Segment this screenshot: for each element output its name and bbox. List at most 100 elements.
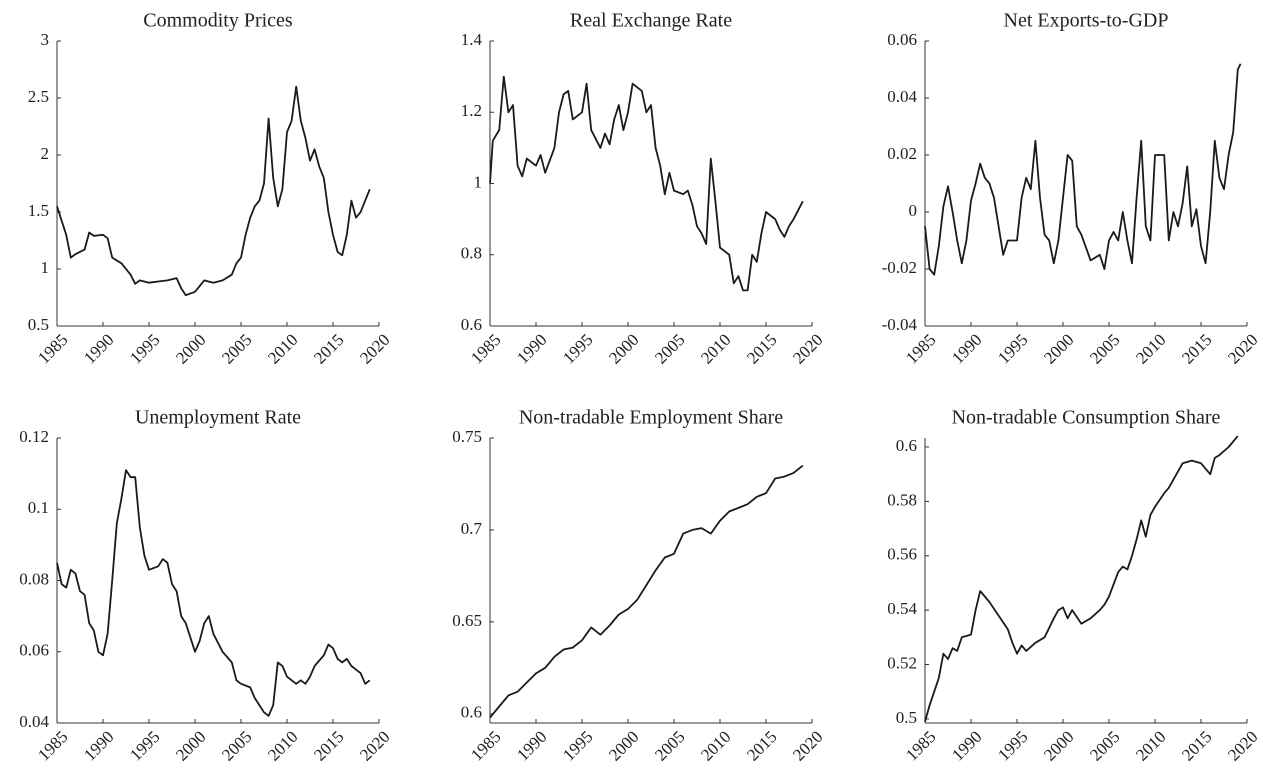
x-tick-label: 1990: [80, 727, 117, 764]
panel: Real Exchange Rate 0.6 0.8 1 1.2 1.4 1985 1990 1…: [461, 10, 827, 368]
y-tick-label: 0.06: [887, 30, 917, 49]
x-tick-label: 2005: [651, 330, 688, 367]
y-tick-label: 1.5: [28, 201, 49, 220]
y-tick-label: 0.5: [28, 315, 49, 334]
x-tick-label: 1995: [994, 727, 1031, 764]
y-tick-label: 0.6: [461, 315, 482, 334]
line-series: [924, 435, 1239, 722]
y-tick-label: 0.12: [19, 427, 49, 446]
x-tick-label: 2000: [1040, 727, 1077, 764]
x-tick-label: 1985: [902, 727, 939, 764]
y-tick-label: 0.5: [896, 708, 917, 727]
x-tick-label: 2010: [697, 727, 734, 764]
y-tick-label: 0.56: [887, 545, 917, 564]
x-tick-label: 2020: [789, 330, 826, 367]
x-tick-label: 1985: [34, 330, 71, 367]
x-tick-label: 2015: [743, 330, 780, 367]
y-tick-label: 3: [41, 30, 50, 49]
panel: Unemployment Rate 0.04 0.06 0.08 0.1 0.12 1985…: [19, 407, 393, 765]
y-tick-label: -0.04: [882, 315, 918, 334]
y-tick-label: 0.75: [452, 427, 482, 446]
x-tick-label: 2015: [1178, 727, 1215, 764]
x-tick-label: 1985: [467, 727, 504, 764]
y-tick-label: 0.7: [461, 519, 483, 538]
y-tick-label: 0.04: [887, 87, 917, 106]
panel-title: Commodity Prices: [143, 10, 293, 32]
x-tick-label: 2000: [172, 727, 209, 764]
x-tick-label: 2015: [310, 727, 347, 764]
x-tick-label: 2015: [310, 330, 347, 367]
panel-title: Net Exports-to-GDP: [1004, 10, 1169, 32]
x-tick-label: 1990: [948, 330, 985, 367]
y-tick-label: 1: [41, 258, 50, 277]
line-series: [924, 63, 1242, 276]
y-tick-label: 2: [41, 144, 50, 163]
panel-title: Unemployment Rate: [135, 407, 301, 429]
x-tick-label: 2010: [697, 330, 734, 367]
x-tick-label: 2000: [172, 330, 209, 367]
x-tick-label: 2005: [1086, 330, 1123, 367]
x-tick-label: 1995: [994, 330, 1031, 367]
x-tick-label: 2010: [1132, 727, 1169, 764]
panel-title: Non-tradable Employment Share: [519, 407, 783, 429]
panel-title: Non-tradable Consumption Share: [952, 407, 1221, 429]
y-tick-label: 0.6: [896, 436, 917, 455]
line-series: [489, 464, 804, 719]
x-tick-label: 1995: [126, 727, 163, 764]
y-tick-label: 0: [909, 201, 918, 220]
y-tick-label: 0.65: [452, 611, 482, 630]
panel-title: Real Exchange Rate: [570, 10, 732, 32]
line-series: [56, 85, 371, 297]
x-tick-label: 2015: [743, 727, 780, 764]
panel: Commodity Prices 0.5 1 1.5 2 2.5 3 1985 1990 1995…: [28, 10, 394, 368]
y-tick-label: 1.2: [461, 101, 482, 120]
y-tick-label: 0.52: [887, 653, 917, 672]
y-tick-label: 0.04: [19, 712, 49, 731]
x-tick-label: 1990: [513, 727, 550, 764]
y-tick-label: 0.08: [19, 569, 49, 588]
x-tick-label: 1990: [80, 330, 117, 367]
x-tick-label: 2020: [789, 727, 826, 764]
y-tick-label: 0.02: [887, 144, 917, 163]
x-tick-label: 2005: [218, 727, 255, 764]
x-tick-label: 2010: [1132, 330, 1169, 367]
x-tick-label: 1985: [34, 727, 71, 764]
panel: Non-tradable Consumption Share 0.5 0.52 0.5…: [887, 407, 1261, 765]
x-tick-label: 2000: [605, 727, 642, 764]
x-tick-label: 2000: [605, 330, 642, 367]
line-series: [489, 75, 804, 292]
y-tick-label: 0.6: [461, 703, 482, 722]
x-tick-label: 1995: [126, 330, 163, 367]
line-series: [56, 469, 371, 717]
x-tick-label: 2005: [1086, 727, 1123, 764]
y-tick-label: 0.8: [461, 244, 482, 263]
x-tick-label: 1990: [513, 330, 550, 367]
x-tick-label: 2020: [1224, 727, 1261, 764]
x-tick-label: 2010: [264, 330, 301, 367]
y-tick-label: 0.1: [28, 498, 49, 517]
x-tick-label: 2020: [356, 727, 393, 764]
x-tick-label: 2015: [1178, 330, 1215, 367]
y-tick-label: 0.58: [887, 490, 917, 509]
y-tick-label: 0.54: [887, 599, 917, 618]
x-tick-label: 2000: [1040, 330, 1077, 367]
y-tick-label: 1: [474, 172, 483, 191]
x-tick-label: 2005: [651, 727, 688, 764]
y-tick-label: 2.5: [28, 87, 49, 106]
x-tick-label: 1995: [559, 330, 596, 367]
x-tick-label: 2010: [264, 727, 301, 764]
x-tick-label: 2020: [1224, 330, 1261, 367]
x-tick-label: 1985: [902, 330, 939, 367]
y-tick-label: 0.06: [19, 641, 49, 660]
x-tick-label: 1995: [559, 727, 596, 764]
y-tick-label: 1.4: [461, 30, 483, 49]
x-tick-label: 1985: [467, 330, 504, 367]
panel: Net Exports-to-GDP -0.04 -0.02 0 0.02 0.04 0.0…: [882, 10, 1262, 368]
panel: Non-tradable Employment Share 0.6 0.65 0.7 0…: [452, 407, 826, 765]
y-tick-label: -0.02: [882, 258, 917, 277]
x-tick-label: 2005: [218, 330, 255, 367]
x-tick-label: 1990: [948, 727, 985, 764]
x-tick-label: 2020: [356, 330, 393, 367]
